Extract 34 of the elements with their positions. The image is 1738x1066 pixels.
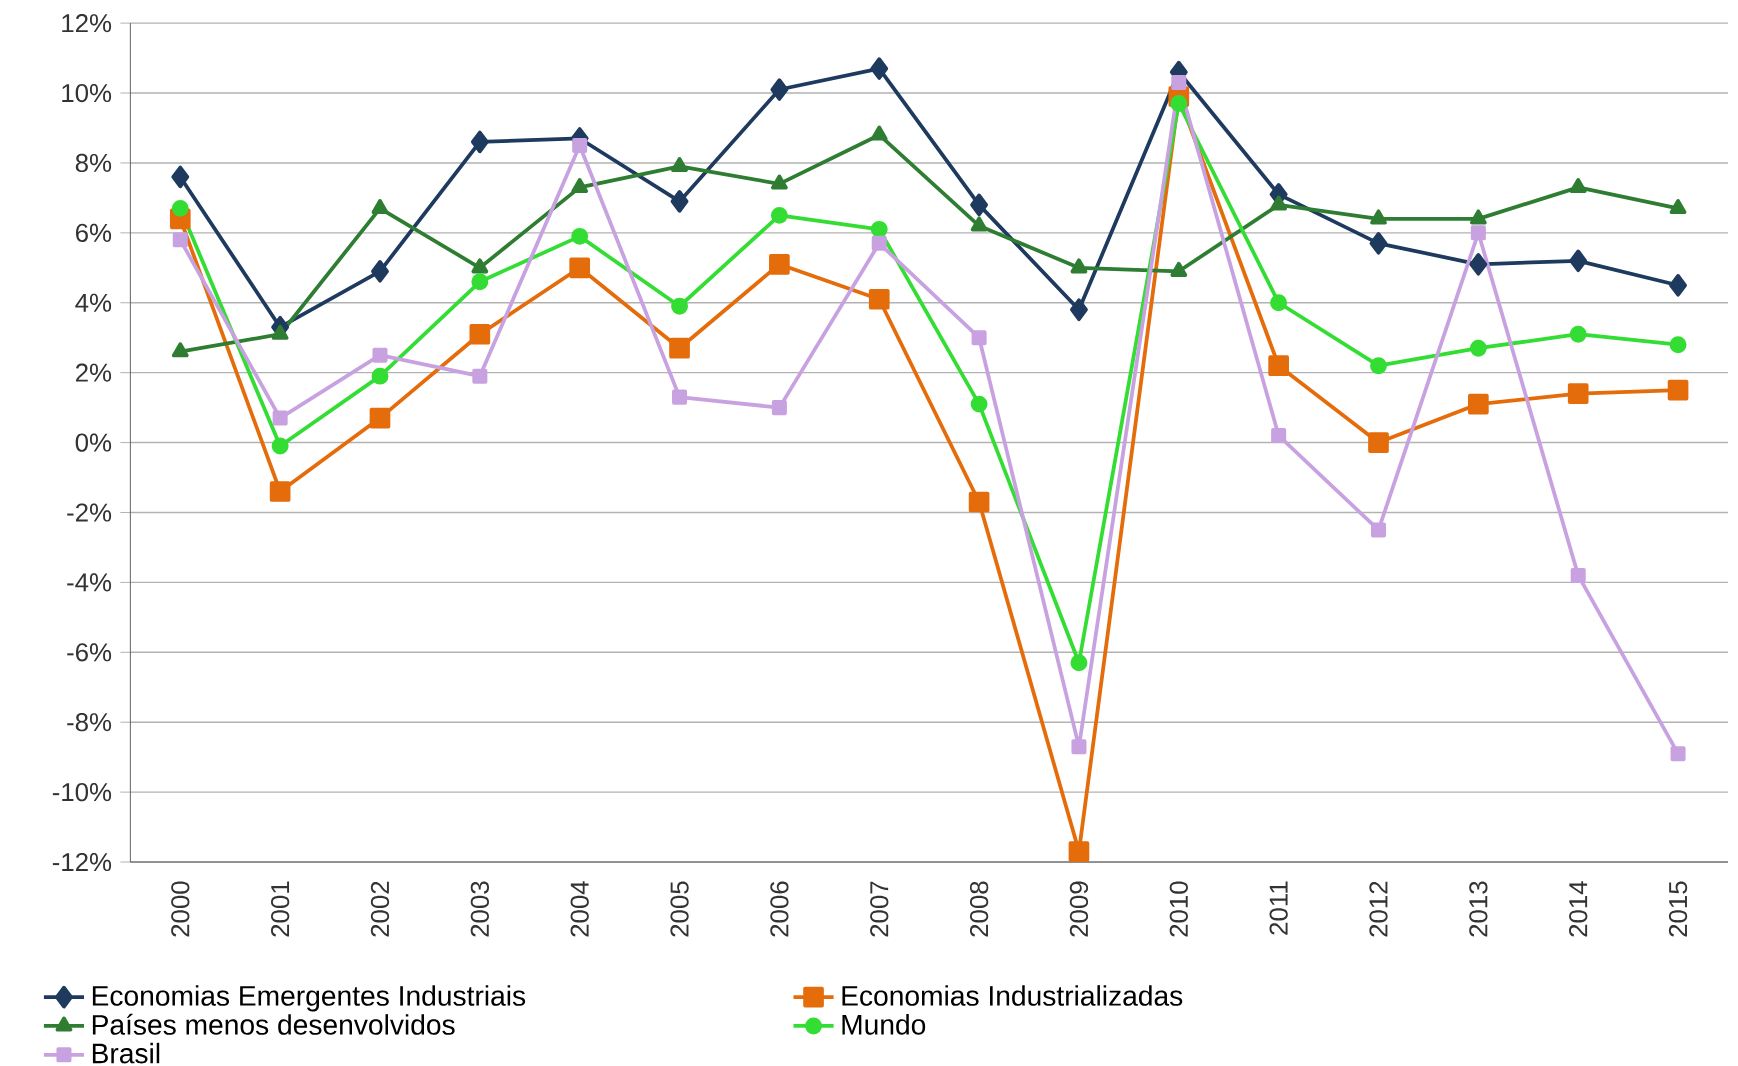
y-tick-label: 6% [76,223,112,243]
y-tick-label: 8% [75,153,112,173]
y-tick-label: 10% [62,83,112,103]
y-tick-label: 0% [75,433,112,452]
x-tick-label: 2009 [1069,881,1089,937]
x-tick-label: 2002 [370,881,390,937]
x-tick-label: 2014 [1569,881,1588,937]
y-tick-label: 2% [75,363,112,382]
y-tick-label: 4% [75,293,112,312]
x-tick-label: 2005 [670,881,689,937]
y-tick-label: -12% [52,853,112,872]
x-tick-label: 2011 [1269,881,1288,935]
legend-label: Brasil [92,1042,160,1064]
y-tick-label: -10% [52,783,112,802]
legend-label: Países menos desenvolvidos [92,1013,455,1035]
y-tick-label: 12% [62,14,112,33]
x-tick-label: 2010 [1169,881,1188,937]
x-tick-label: 2003 [470,881,489,937]
x-tick-label: 2001 [271,881,290,937]
legend-label: Economias Industrializadas [842,985,1183,1006]
x-tick-label: 2013 [1469,881,1488,937]
y-tick-label: -2% [67,503,112,522]
x-tick-label: 2015 [1668,881,1688,937]
x-tick-label: 2006 [770,881,789,937]
x-tick-label: 2007 [870,881,889,937]
legend-label: Economias Emergentes Industriais [92,985,526,1012]
x-tick-label: 2000 [171,881,190,937]
y-tick-label: -6% [67,643,112,662]
y-tick-label: -4% [67,573,112,592]
legend-label: Mundo [842,1014,926,1035]
x-tick-label: 2012 [1369,881,1388,937]
x-tick-label: 2008 [969,881,989,937]
y-tick-label: -8% [67,713,112,732]
x-tick-label: 2004 [570,881,589,937]
